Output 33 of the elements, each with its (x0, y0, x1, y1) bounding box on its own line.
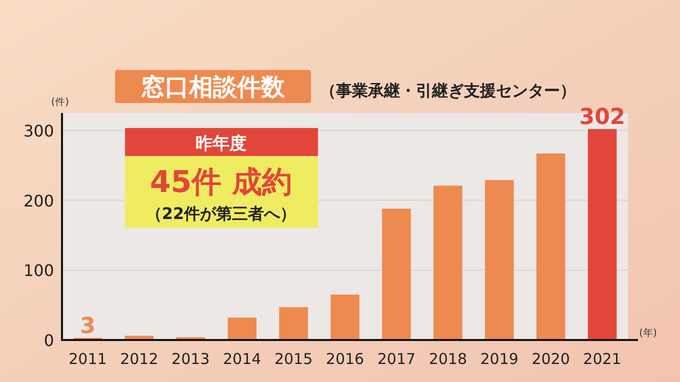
x-tick-label: 2011 (68, 350, 107, 368)
x-tick-label: 2015 (274, 350, 313, 368)
y-tick-label: 100 (23, 261, 54, 280)
chart-title: 窓口相談件数 (141, 73, 286, 101)
annotation: 45件 成約 (150, 165, 292, 200)
y-tick-label: 200 (23, 191, 54, 210)
annotation: （22件が第三者へ） (146, 204, 296, 223)
x-tick-label: 2012 (120, 350, 158, 368)
title: 窓口相談件数 (115, 70, 311, 103)
x-tick-label: 2017 (377, 350, 416, 368)
bar (382, 208, 411, 340)
x-tick-label: 2019 (480, 350, 518, 368)
x-tick-label: 2020 (532, 350, 570, 368)
bar (228, 318, 256, 340)
y-axis-title: (件) (51, 97, 69, 108)
annotation: 昨年度 (196, 134, 246, 154)
x-tick-label: 2021 (583, 350, 622, 368)
bar (434, 186, 462, 340)
chart-subtitle: （事業承継・引継ぎ支援センター） (320, 81, 576, 100)
x-tick-label: 2016 (326, 350, 364, 368)
y-tick-label: 0 (44, 331, 54, 350)
x-axis-title: (年) (639, 327, 657, 339)
x-tick-label: 2018 (428, 350, 468, 368)
x-tick-label: 2013 (172, 350, 210, 368)
data-label: 302 (579, 105, 626, 130)
bar (279, 307, 308, 340)
x-tick-label: 2014 (222, 350, 262, 368)
bar (588, 129, 617, 340)
bar (536, 154, 566, 340)
bar (330, 294, 360, 340)
bar (484, 180, 514, 340)
y-tick-label: 300 (23, 121, 54, 140)
data-label: 3 (80, 314, 96, 339)
